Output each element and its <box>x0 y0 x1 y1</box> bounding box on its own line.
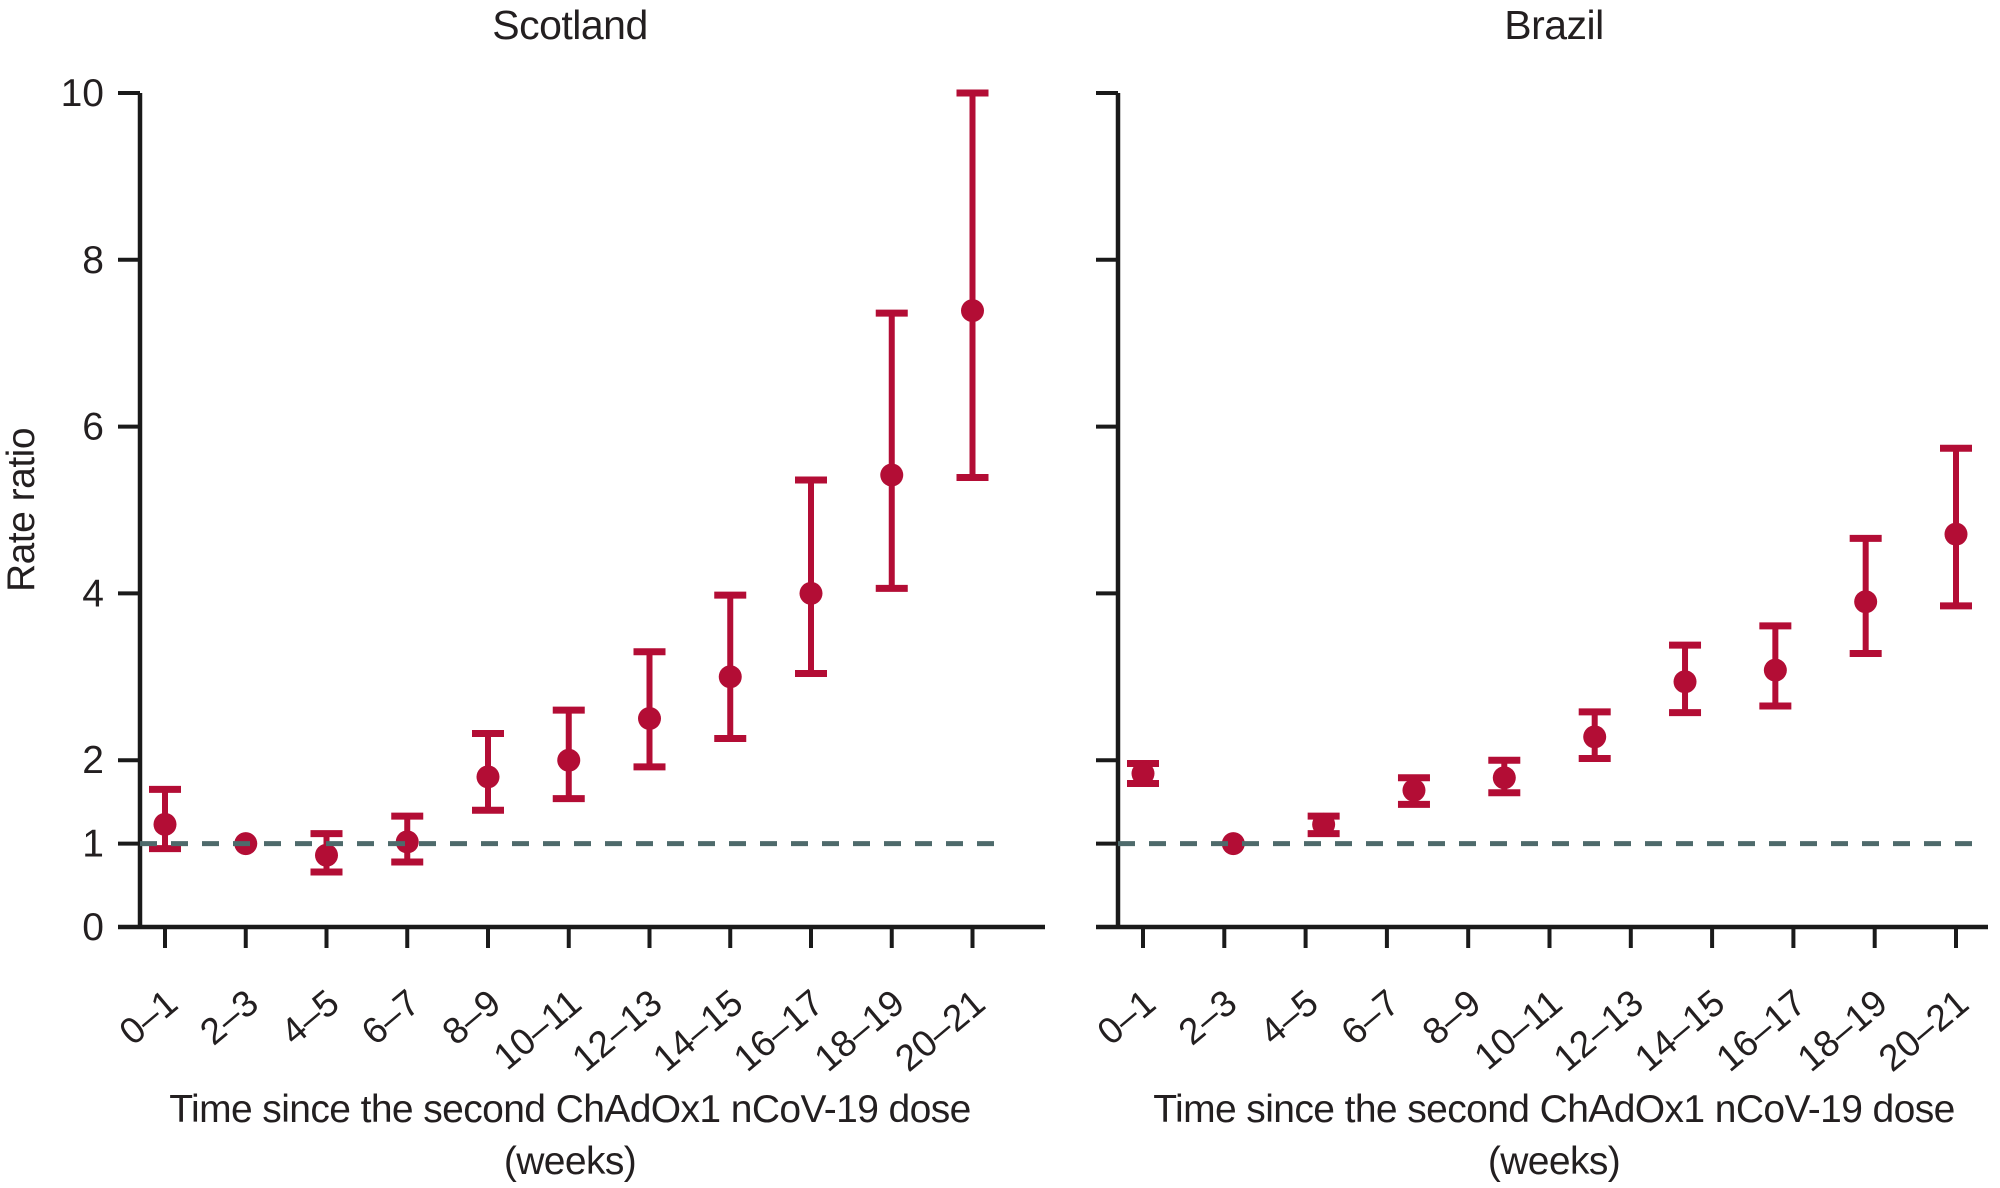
x-tick-label: 18–19 <box>1790 982 1895 1080</box>
x-tick-label: 0–1 <box>1089 982 1163 1053</box>
data-point <box>1221 832 1245 856</box>
x-tick-label: 10–11 <box>1467 982 1570 1078</box>
data-point <box>557 748 581 772</box>
x-axis-caption-scotland-line2: (weeks) <box>503 1140 637 1183</box>
data-point <box>961 299 984 323</box>
x-tick-label: 4–5 <box>273 982 347 1053</box>
data-point <box>1402 778 1426 802</box>
x-tick-label: 20–21 <box>887 982 992 1080</box>
x-tick-label: 14–15 <box>1627 982 1732 1080</box>
y-tick-label: 1 <box>82 823 104 866</box>
data-point <box>315 843 338 867</box>
data-point <box>395 830 419 854</box>
x-tick-label: 6–7 <box>354 982 428 1053</box>
x-tick-label: 2–3 <box>192 982 266 1053</box>
y-axis-label: Rate ratio <box>0 427 43 593</box>
x-axis-caption-scotland-line1: Time since the second ChAdOx1 nCoV-19 do… <box>169 1088 971 1131</box>
data-point <box>1763 658 1787 682</box>
data-point <box>880 463 904 487</box>
data-point <box>153 812 177 836</box>
y-tick-label: 2 <box>82 739 104 782</box>
x-tick-label: 20–21 <box>1871 982 1976 1080</box>
panel-title-scotland: Scotland <box>492 2 648 48</box>
data-point <box>718 665 742 689</box>
y-tick-label: 4 <box>82 572 104 615</box>
y-tick-label: 10 <box>61 72 104 115</box>
x-tick-label: 2–3 <box>1171 982 1245 1053</box>
data-point <box>1131 762 1155 786</box>
x-tick-label: 16–17 <box>726 982 831 1080</box>
x-axis-caption-brazil-line1: Time since the second ChAdOx1 nCoV-19 do… <box>1153 1088 1955 1131</box>
data-point <box>1492 766 1516 790</box>
x-tick-label: 6–7 <box>1333 982 1407 1053</box>
x-tick-label: 10–11 <box>486 982 589 1078</box>
y-tick-label: 0 <box>82 906 104 949</box>
x-axis-caption-brazil-line2: (weeks) <box>1487 1140 1621 1183</box>
data-point <box>476 765 500 789</box>
data-point <box>1312 812 1336 836</box>
panel-title-brazil: Brazil <box>1504 2 1604 48</box>
x-tick-label: 18–19 <box>807 982 912 1080</box>
x-tick-label: 12–13 <box>1546 982 1651 1080</box>
data-point <box>1854 590 1878 614</box>
y-tick-label: 6 <box>82 406 104 449</box>
x-tick-label: 14–15 <box>645 982 750 1080</box>
x-tick-label: 12–13 <box>564 982 669 1080</box>
data-point <box>1583 725 1607 749</box>
x-tick-label: 4–5 <box>1252 982 1326 1053</box>
x-tick-label: 16–17 <box>1708 982 1813 1080</box>
x-tick-label: 0–1 <box>111 982 185 1053</box>
data-point <box>799 581 823 605</box>
data-point <box>1673 670 1697 694</box>
data-point <box>638 707 661 730</box>
data-point <box>1944 522 1968 546</box>
y-tick-label: 8 <box>82 239 104 282</box>
